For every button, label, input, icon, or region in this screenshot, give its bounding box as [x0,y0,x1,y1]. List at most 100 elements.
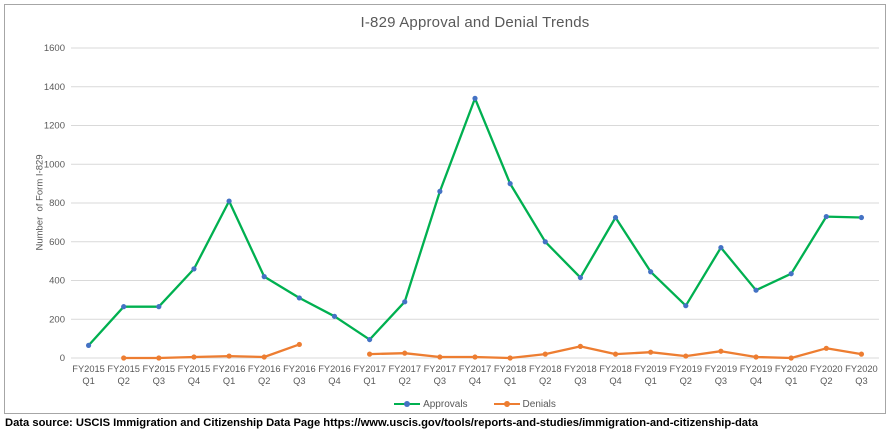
x-tick-label-line2: Q4 [750,376,762,386]
data-source-note: Data source: USCIS Immigration and Citiz… [5,417,758,429]
x-tick-label-line1: FY2016 [318,364,351,374]
x-tick-label-line1: FY2016 [213,364,246,374]
denials-marker [367,351,373,357]
x-tick-label-line1: FY2015 [143,364,176,374]
approvals-marker [402,299,408,305]
denials-marker [296,341,302,348]
legend-item-denials: Denials [493,398,556,410]
x-tick-label-line1: FY2020 [810,364,843,374]
x-tick-label-line2: Q2 [539,376,551,386]
x-tick-label-line2: Q1 [363,376,375,386]
approvals-marker [437,188,443,194]
approvals-marker [648,269,654,275]
x-tick-label-line2: Q2 [117,376,129,386]
approvals-marker [858,214,865,221]
approvals-marker [331,313,338,319]
x-tick-label-line1: FY2015 [178,364,211,374]
chart-frame: I-829 Approval and Denial Trends 0 200 400… [4,4,886,414]
x-tick-label-line1: FY2020 [775,364,808,374]
x-tick-label-line2: Q2 [258,376,270,386]
x-tick-label-line2: Q3 [715,376,727,386]
approvals-marker [472,95,478,101]
approvals-marker [788,271,794,277]
x-tick-label-line1: FY2020 [845,364,878,374]
x-tick-label-line1: FY2018 [564,364,597,374]
x-tick-label-line2: Q1 [785,376,797,386]
y-tick-label: 1200 [44,121,65,132]
approvals-marker [121,304,127,310]
x-tick-label-line2: Q1 [82,376,94,386]
approvals-marker [191,266,197,272]
denials-dot-sample [503,401,510,407]
denials-marker [156,355,162,361]
x-tick-label-line1: FY2018 [494,364,527,374]
approvals-marker [156,304,162,310]
denials-marker [472,354,478,360]
x-tick-label-line1: FY2019 [634,364,667,374]
x-tick-label-line2: Q2 [820,376,832,386]
x-tick-label-line2: Q2 [399,376,411,386]
x-tick-label-line2: Q3 [855,376,867,386]
denials-marker [753,354,759,360]
x-tick-label-line1: FY2017 [459,364,492,374]
denials-line [122,343,863,360]
denials-marker [577,343,583,349]
x-tick-label-line1: FY2017 [424,364,457,374]
x-tick-label-line1: FY2015 [107,364,140,374]
x-tick-label-line1: FY2016 [248,364,281,374]
y-tick-label: 600 [49,237,65,248]
x-tick-label-line1: FY2019 [740,364,773,374]
approvals-marker [753,287,759,293]
y-tick-label: 800 [49,198,65,209]
denials-marker [542,351,548,357]
legend-label-approvals: Approvals [423,398,468,410]
denials-marker [718,348,724,354]
approvals-marker [226,198,232,204]
approvals-marker [261,274,267,280]
x-tick-label-line2: Q3 [434,376,446,386]
y-tick-label: 1000 [44,159,65,170]
approvals-marker [718,244,724,251]
approvals-marker [296,295,302,301]
x-tick-label-line2: Q3 [293,376,305,386]
y-axis-title: Number of Form I-829 [34,154,46,251]
plot-area: 0 200 400 600 800 1000 1200 1400 1600 FY2015 Q1 FY2… [44,43,879,386]
approvals-marker [507,181,513,187]
denials-marker [683,353,689,359]
legend-label-denials: Denials [522,398,556,410]
x-tick-label-line2: Q1 [223,376,235,386]
x-tick-label-line2: Q1 [504,376,516,386]
x-tick-label-line2: Q4 [609,376,621,386]
x-tick-label-line1: FY2017 [353,364,386,374]
x-tick-label-line1: FY2016 [283,364,316,374]
x-tick-label-line2: Q2 [680,376,692,386]
legend-item-approvals: Approvals [394,398,468,410]
x-tick-label-line1: FY2018 [599,364,632,374]
denials-marker [507,355,513,361]
denials-marker [823,345,829,351]
approvals-marker [683,303,689,309]
approvals-line-marker-icon [394,401,421,408]
denials-marker [648,349,654,355]
approvals-dot-sample [404,401,411,407]
denials-marker [261,354,267,360]
x-tick-label-line1: FY2018 [529,364,562,374]
chart-title: I-829 Approval and Denial Trends [360,14,590,31]
x-tick-label-line1: FY2019 [705,364,738,374]
legend: Approvals Denials [71,397,879,411]
y-tick-label: 0 [60,353,65,364]
x-tick-label-line2: Q4 [469,376,481,386]
y-tick-label: 400 [49,276,65,287]
denials-marker [612,351,619,357]
approvals-marker [577,274,583,281]
approvals-line [87,97,863,347]
denials-marker [858,351,865,357]
approvals-marker [85,342,92,349]
y-tick-label: 1600 [44,43,65,54]
x-tick-label-line2: Q1 [644,376,656,386]
x-tick-label-line2: Q4 [188,376,200,386]
denials-line-marker-icon [493,401,520,408]
x-tick-label-line1: FY2015 [72,364,105,374]
denials-marker [437,354,443,360]
